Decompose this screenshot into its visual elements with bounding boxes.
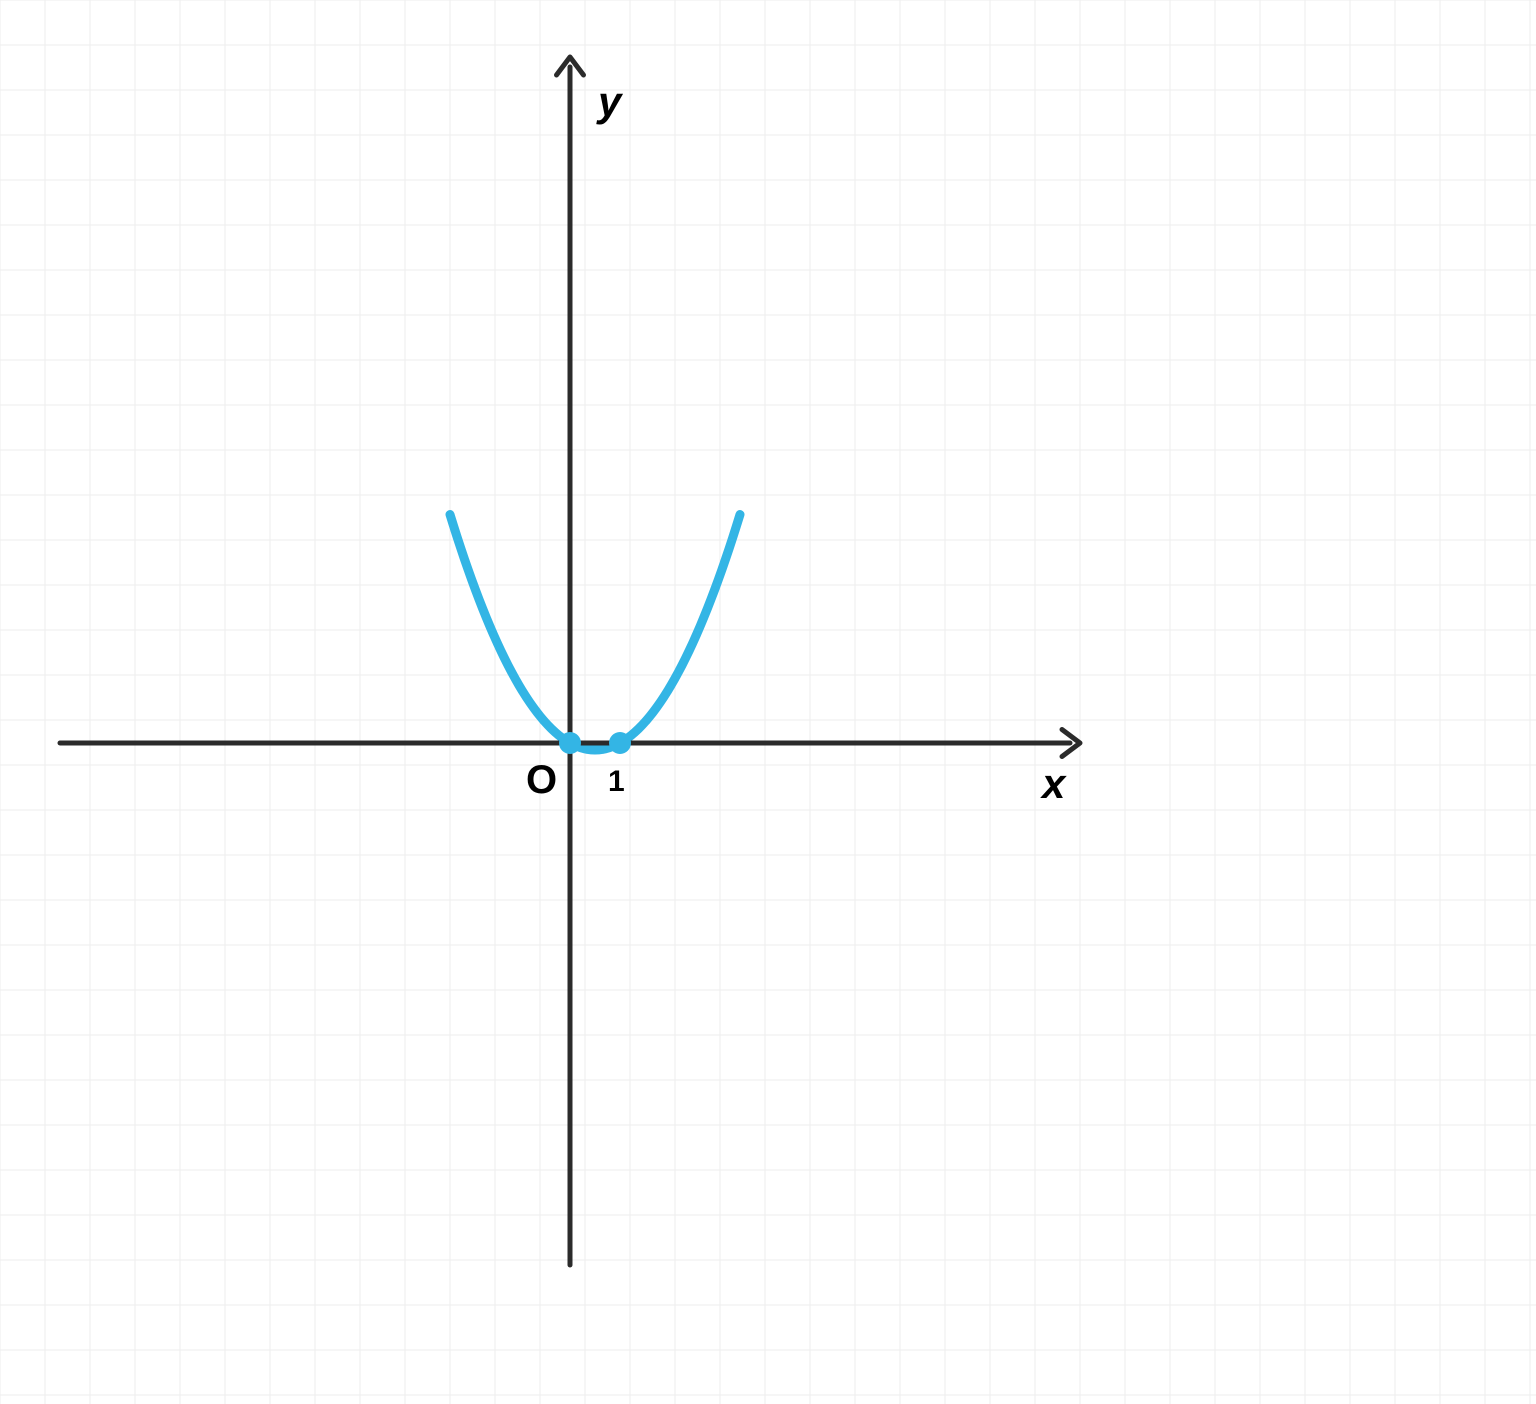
parabola-curve xyxy=(450,515,740,750)
x-axis-label: x xyxy=(1042,760,1065,808)
y-axis-label: y xyxy=(598,78,621,126)
tick-1-label: 1 xyxy=(608,765,625,799)
chart-svg xyxy=(0,0,1536,1404)
root-point-0 xyxy=(559,732,581,754)
root-point-1 xyxy=(609,732,631,754)
origin-label: O xyxy=(526,758,557,803)
